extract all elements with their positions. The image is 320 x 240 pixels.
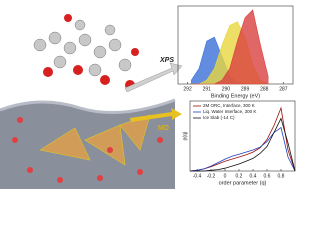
xps-arrow — [124, 62, 183, 93]
x-tick-label: 290 — [222, 86, 231, 92]
x-tick-label: 0 — [224, 173, 227, 179]
x-tick-label: 0.6 — [264, 173, 271, 179]
polyhedra — [39, 114, 151, 166]
x-tick-label: 0.2 — [236, 173, 243, 179]
oxygen-atoms — [43, 14, 139, 90]
xps-label: XPS — [159, 57, 174, 64]
x-tick-label: 287 — [279, 86, 288, 92]
x-tick-label: 289 — [241, 86, 250, 92]
x-tick-label: -0.2 — [207, 173, 216, 179]
surface-edge — [0, 98, 176, 114]
x-tick-label: 292 — [183, 86, 192, 92]
molecule — [33, 19, 132, 77]
legend-label: Liq. Water Interface, 300 K — [203, 109, 256, 114]
series-line — [189, 126, 296, 172]
surface — [0, 100, 175, 189]
x-tick-label: 288 — [260, 86, 269, 92]
x-axis-label: Binding Energy (eV) — [211, 93, 260, 99]
graphical-abstract: XPS MD 292 291 290 289 288 287 Binding Energy … — [0, 5, 296, 189]
x-tick-label: 0.8 — [278, 173, 285, 179]
x-tick-label: 0.4 — [250, 173, 257, 179]
peak-area — [191, 9, 269, 85]
series-line — [190, 117, 296, 172]
charts: 292 291 290 289 288 287 Binding Energy (eV) -0.… — [177, 5, 296, 186]
legend-label: Ice Slab (-14 C) — [203, 115, 235, 120]
legend-label: 2M ORC, Interface, 300 K — [203, 103, 255, 108]
x-tick-label: -0.4 — [193, 173, 202, 179]
md-label: MD — [158, 125, 169, 132]
molecular-scene: XPS MD — [0, 14, 183, 189]
water-molecules — [12, 117, 163, 183]
md-arrow — [130, 108, 182, 122]
y-axis-label: p(q) — [182, 131, 188, 140]
x-axis-label: order parameter (q) — [219, 180, 267, 186]
x-tick-label: 291 — [203, 86, 212, 92]
plot-area — [189, 100, 296, 172]
